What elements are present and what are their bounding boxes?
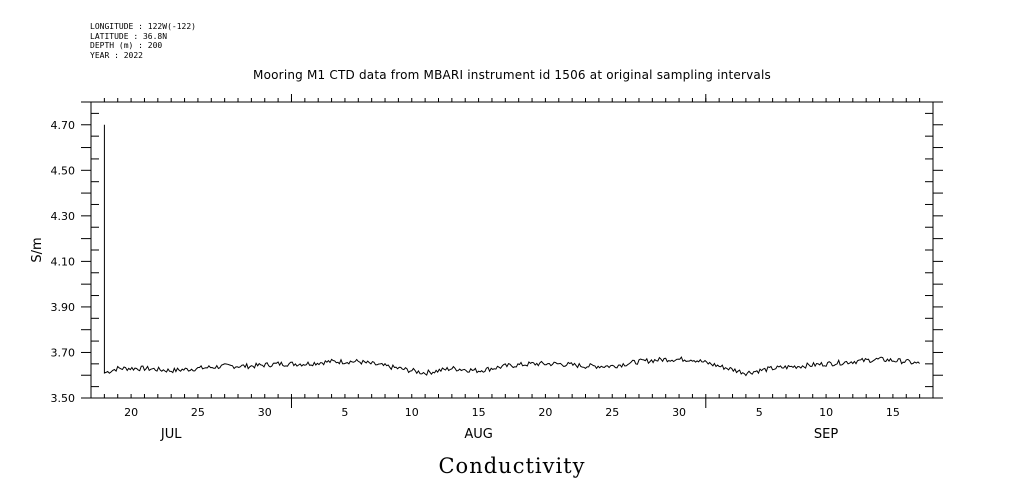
y-tick-label: 4.10 (51, 255, 76, 268)
latitude-label: LATITUDE : 36.8N (90, 31, 168, 41)
conductivity-series-line (103, 124, 920, 377)
depth-label: DEPTH (m) : 200 (90, 41, 163, 50)
x-tick-label: 5 (341, 406, 348, 419)
month-label: AUG (464, 427, 492, 442)
x-tick-label: 25 (605, 406, 619, 419)
x-tick-label: 30 (672, 406, 686, 419)
y-tick-label: 3.50 (51, 392, 76, 405)
y-tick-label: 4.70 (51, 119, 76, 132)
x-tick-label: 15 (886, 406, 900, 419)
y-tick-label: 3.70 (51, 346, 76, 359)
chart-title: Mooring M1 CTD data from MBARI instrumen… (253, 68, 771, 82)
y-tick-label: 3.90 (51, 301, 76, 314)
x-tick-label: 15 (472, 406, 486, 419)
x-tick-label: 20 (538, 406, 552, 419)
y-tick-label: 4.30 (51, 210, 76, 223)
metadata-block: LONGITUDE : 122W(-122) LATITUDE : 36.8N … (90, 22, 196, 60)
x-tick-label: 25 (191, 406, 205, 419)
x-tick-label: 20 (124, 406, 138, 419)
y-axis-label: S/m (30, 237, 45, 262)
month-label: JUL (160, 427, 182, 442)
year-label: YEAR : 2022 (90, 50, 143, 60)
y-tick-label: 4.50 (51, 164, 76, 177)
plot-frame (90, 101, 934, 399)
month-label: SEP (814, 427, 838, 442)
x-axis-title: Conductivity (438, 454, 586, 478)
x-tick-label: 10 (819, 406, 833, 419)
longitude-label: LONGITUDE : 122W(-122) (90, 22, 196, 31)
x-tick-label: 10 (405, 406, 419, 419)
x-tick-label: 5 (756, 406, 763, 419)
x-tick-label: 30 (258, 406, 272, 419)
